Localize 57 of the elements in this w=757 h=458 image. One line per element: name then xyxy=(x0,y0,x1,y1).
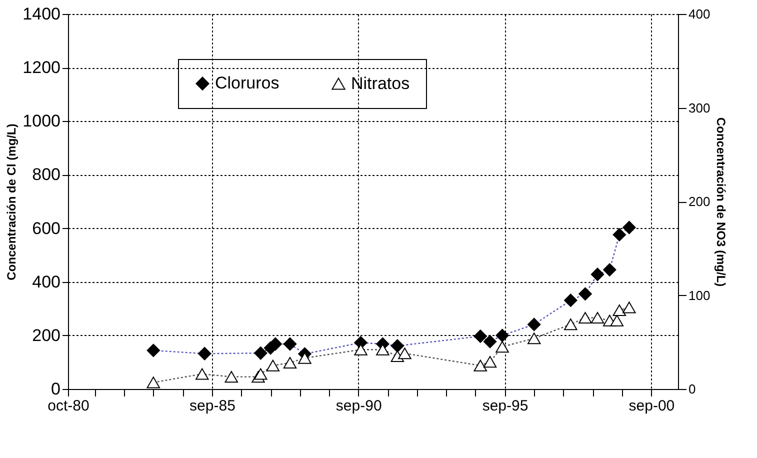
point xyxy=(483,356,497,368)
x-tick-label: sep-85 xyxy=(190,398,236,414)
point xyxy=(496,341,509,353)
point xyxy=(195,368,209,380)
x-tick-label: sep-00 xyxy=(628,398,675,414)
point xyxy=(564,294,578,307)
point xyxy=(354,344,368,356)
point xyxy=(146,344,160,358)
point xyxy=(578,287,592,301)
point xyxy=(254,368,268,380)
x-tick-label: sep-90 xyxy=(336,398,382,414)
y-tick-label: 800 xyxy=(32,165,60,184)
x-tick-label: sep-95 xyxy=(482,398,528,414)
point xyxy=(474,330,488,343)
x-tick-label: oct-80 xyxy=(48,398,90,414)
y2-tick-label: 400 xyxy=(688,6,710,22)
y2-tick-label: 200 xyxy=(688,194,710,209)
point xyxy=(390,339,404,352)
y2-tick-label: 100 xyxy=(688,288,710,303)
point xyxy=(602,263,616,276)
y2-tick-label: 300 xyxy=(688,100,710,116)
y-tick-label: 600 xyxy=(32,218,60,238)
point xyxy=(612,228,626,242)
point xyxy=(590,312,604,324)
y-tick-label: 1400 xyxy=(22,4,60,24)
point xyxy=(254,346,268,360)
point xyxy=(590,268,604,281)
y-axis-title: Concentración de Cl (mg/L) xyxy=(4,124,19,280)
point xyxy=(527,332,541,344)
legend-label: Nitratos xyxy=(351,74,410,93)
point xyxy=(398,348,412,360)
y2-tick-label: 0 xyxy=(688,382,696,396)
y-tick-label: 1200 xyxy=(22,58,60,78)
y-tick-label: 400 xyxy=(32,272,60,292)
point xyxy=(578,312,592,324)
point xyxy=(266,360,280,372)
point xyxy=(198,347,212,360)
point xyxy=(610,314,624,326)
point xyxy=(527,318,541,332)
legend-label: Cloruros xyxy=(215,74,280,93)
point xyxy=(622,302,636,314)
y-tick-label: 1000 xyxy=(22,112,60,131)
point xyxy=(483,334,497,348)
point xyxy=(474,360,488,372)
point xyxy=(564,318,578,330)
y2-axis-title: Concentración de NO3 (mg/L) xyxy=(714,117,728,287)
y-tick-label: 0 xyxy=(51,380,60,398)
point xyxy=(612,304,626,316)
point xyxy=(224,371,238,383)
point xyxy=(496,328,509,342)
point xyxy=(298,352,312,364)
point xyxy=(622,220,636,234)
point xyxy=(146,376,160,388)
y-tick-label: 200 xyxy=(32,326,60,345)
point xyxy=(283,356,297,369)
point xyxy=(376,344,390,356)
point xyxy=(283,337,297,351)
